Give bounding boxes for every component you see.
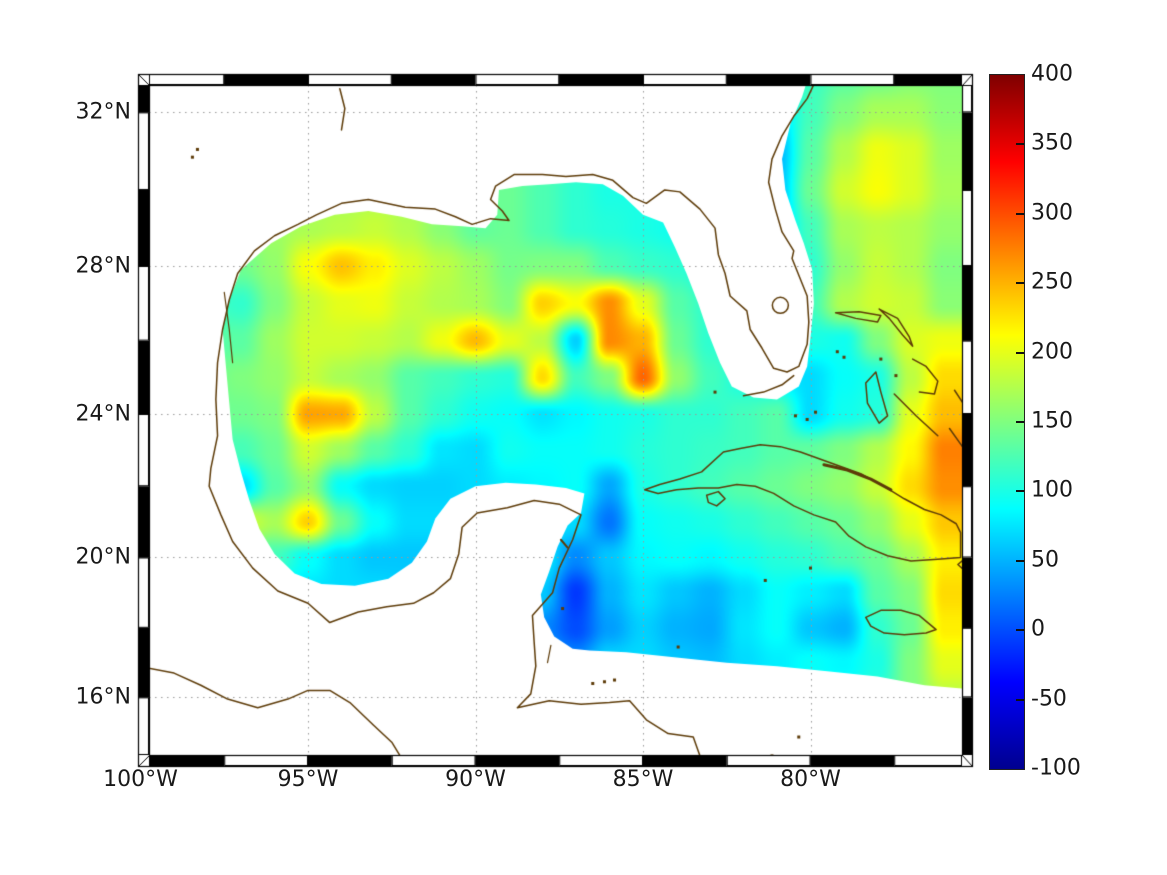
x-tick-label: 95°W [277, 767, 339, 792]
y-tick-label: 16°N [75, 684, 131, 710]
colorbar-tick-label: -100 [1031, 755, 1081, 781]
colorbar-tick [1016, 143, 1024, 146]
x-tick-label: 90°W [445, 767, 506, 792]
colorbar-tick-label: 200 [1031, 339, 1073, 365]
colorbar-tick [1016, 421, 1024, 423]
colorbar-tick [1016, 351, 1024, 354]
colorbar-tick-label: 350 [1031, 130, 1073, 156]
colorbar-tick-label: 100 [1031, 477, 1073, 503]
x-tick-label: 100°W [103, 767, 178, 792]
colorbar-tick [1016, 212, 1024, 215]
colorbar-tick [1016, 282, 1024, 285]
colorbar-tick-label: 150 [1031, 408, 1073, 434]
x-tick-label: 80°W [780, 767, 841, 792]
colorbar-tick [1016, 490, 1024, 493]
colorbar-tick [1016, 559, 1024, 562]
colorbar-tick-label: 0 [1031, 616, 1045, 642]
colorbar-tick [1016, 629, 1024, 632]
y-tick-label: 28°N [75, 253, 131, 279]
y-tick-label: 24°N [75, 401, 131, 427]
colorbar-tick-label: 400 [1031, 61, 1073, 87]
x-tick-label: 85°W [612, 767, 674, 792]
y-tick-label: 20°N [75, 544, 131, 570]
colorbar-tick-label: 50 [1031, 547, 1059, 573]
colorbar-tick-label: 300 [1031, 200, 1073, 226]
colorbar-tick [1016, 698, 1024, 701]
colorbar [989, 74, 1025, 770]
y-tick-label: 32°N [75, 99, 131, 125]
colorbar-tick-label: 250 [1031, 269, 1073, 295]
colorbar-tick-label: -50 [1031, 686, 1067, 712]
